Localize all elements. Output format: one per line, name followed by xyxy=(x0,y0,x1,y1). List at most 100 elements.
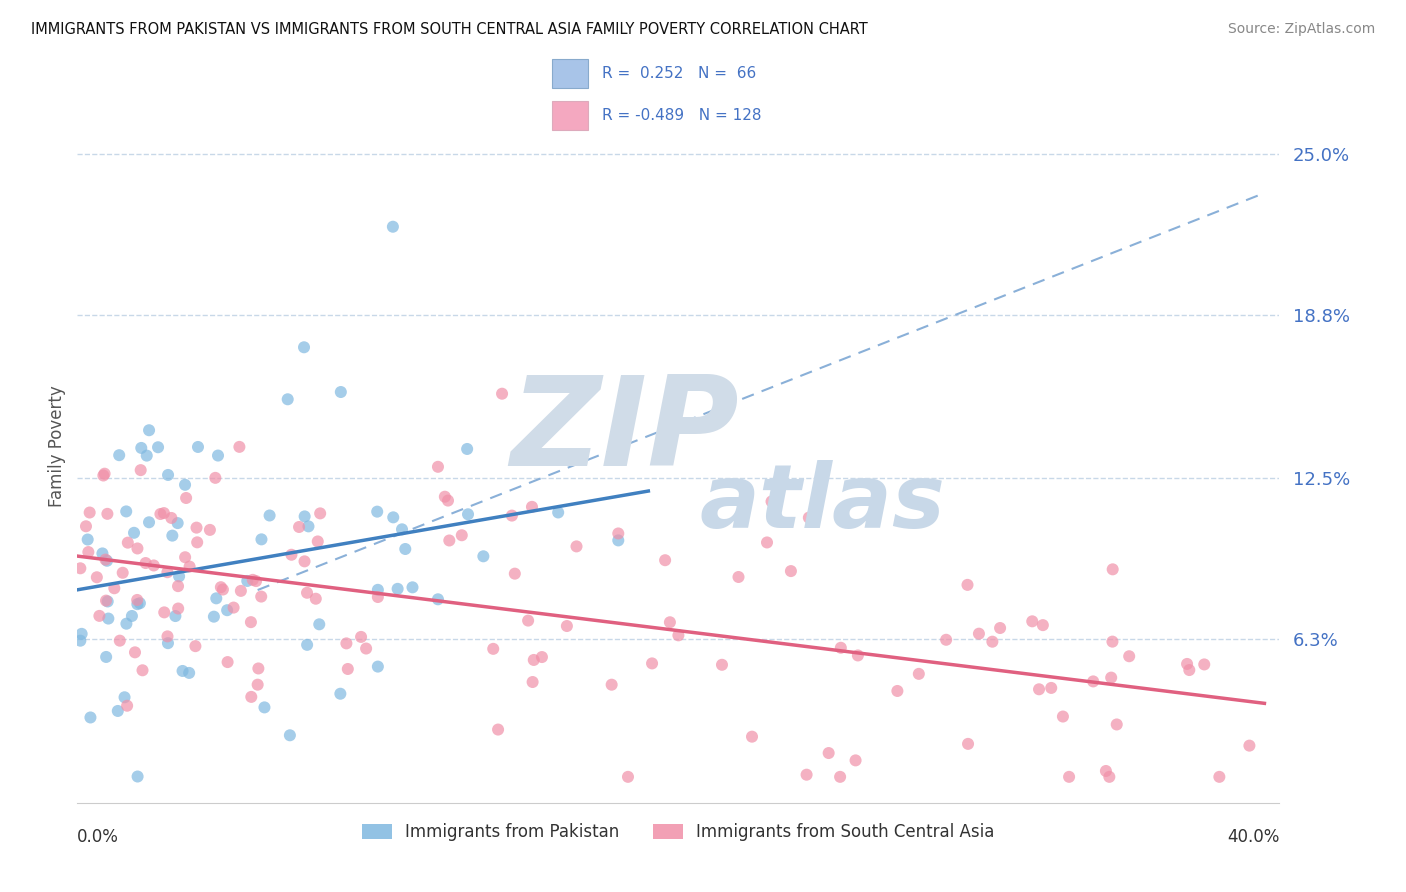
Point xyxy=(142,558,165,573)
Point xyxy=(153,606,176,620)
Point xyxy=(830,640,852,655)
Text: 40.0%: 40.0% xyxy=(1227,828,1279,846)
Point xyxy=(115,698,138,713)
Point xyxy=(1208,770,1230,784)
Point xyxy=(94,552,117,566)
Point xyxy=(122,525,145,540)
Point xyxy=(797,510,820,524)
Point xyxy=(174,550,197,565)
Point xyxy=(209,580,232,594)
Text: ZIP: ZIP xyxy=(510,371,738,492)
Text: IMMIGRANTS FROM PAKISTAN VS IMMIGRANTS FROM SOUTH CENTRAL ASIA FAMILY POVERTY CO: IMMIGRANTS FROM PAKISTAN VS IMMIGRANTS F… xyxy=(31,22,868,37)
Text: R =  0.252   N =  66: R = 0.252 N = 66 xyxy=(602,66,756,80)
Point xyxy=(1239,739,1261,753)
Point xyxy=(79,506,101,520)
Point xyxy=(1118,649,1140,664)
Point xyxy=(309,507,332,521)
Point xyxy=(741,730,763,744)
Point xyxy=(658,615,681,630)
Point xyxy=(1175,657,1198,671)
Point xyxy=(107,704,129,718)
Point xyxy=(305,591,328,606)
Point xyxy=(308,617,330,632)
Point xyxy=(1021,615,1043,629)
Point xyxy=(1099,671,1122,685)
Point xyxy=(69,561,91,575)
Point xyxy=(250,590,273,604)
Point xyxy=(129,463,152,477)
Point xyxy=(236,574,259,588)
Point xyxy=(222,600,245,615)
Point xyxy=(846,648,869,663)
Point xyxy=(472,549,495,564)
Point xyxy=(1105,717,1128,731)
Point xyxy=(217,603,239,617)
Point xyxy=(239,615,262,629)
Point xyxy=(520,500,543,514)
Point xyxy=(294,509,316,524)
Point xyxy=(530,650,553,665)
Point xyxy=(124,645,146,659)
Point xyxy=(115,504,138,518)
Point xyxy=(259,508,281,523)
Point xyxy=(886,684,908,698)
Point xyxy=(295,586,318,600)
Point xyxy=(1083,674,1105,689)
Point xyxy=(114,690,136,705)
Point xyxy=(727,570,749,584)
Point xyxy=(456,442,478,456)
Point xyxy=(1057,770,1080,784)
Point xyxy=(97,594,120,608)
Point xyxy=(329,687,352,701)
Point xyxy=(367,590,389,604)
Point xyxy=(761,494,783,508)
Point xyxy=(79,710,101,724)
Point xyxy=(336,662,359,676)
Point xyxy=(129,596,152,610)
Point xyxy=(129,441,152,455)
Point xyxy=(710,657,733,672)
Point xyxy=(138,423,160,437)
FancyBboxPatch shape xyxy=(553,59,588,87)
Point xyxy=(228,440,250,454)
Point xyxy=(387,582,409,596)
Point xyxy=(127,593,149,607)
Point xyxy=(70,627,93,641)
Point xyxy=(96,554,118,568)
Point xyxy=(1194,657,1216,672)
Point xyxy=(174,478,197,492)
Point xyxy=(294,554,316,568)
Point xyxy=(433,490,456,504)
Point xyxy=(135,449,157,463)
Point xyxy=(198,523,221,537)
Point xyxy=(212,582,235,597)
Point xyxy=(160,511,183,525)
Legend: Immigrants from Pakistan, Immigrants from South Central Asia: Immigrants from Pakistan, Immigrants fro… xyxy=(356,817,1001,848)
Point xyxy=(127,770,149,784)
Point xyxy=(179,559,201,574)
Point xyxy=(366,505,388,519)
Point xyxy=(381,219,404,234)
Point xyxy=(401,580,423,594)
Text: atlas: atlas xyxy=(700,459,946,547)
Y-axis label: Family Poverty: Family Poverty xyxy=(48,385,66,507)
Point xyxy=(845,753,868,767)
Point xyxy=(486,723,509,737)
Point xyxy=(482,641,505,656)
Point xyxy=(1101,634,1123,648)
Point xyxy=(172,664,194,678)
Point xyxy=(641,657,664,671)
Point xyxy=(184,639,207,653)
Point xyxy=(654,553,676,567)
Point xyxy=(162,528,184,542)
Point xyxy=(427,459,450,474)
Text: Source: ZipAtlas.com: Source: ZipAtlas.com xyxy=(1227,22,1375,37)
Point xyxy=(1040,681,1063,695)
Point xyxy=(204,471,226,485)
Point xyxy=(157,467,180,482)
Text: R = -0.489   N = 128: R = -0.489 N = 128 xyxy=(602,108,762,122)
Point xyxy=(503,566,526,581)
Point xyxy=(205,591,228,606)
Point xyxy=(668,628,690,642)
Point xyxy=(427,592,450,607)
